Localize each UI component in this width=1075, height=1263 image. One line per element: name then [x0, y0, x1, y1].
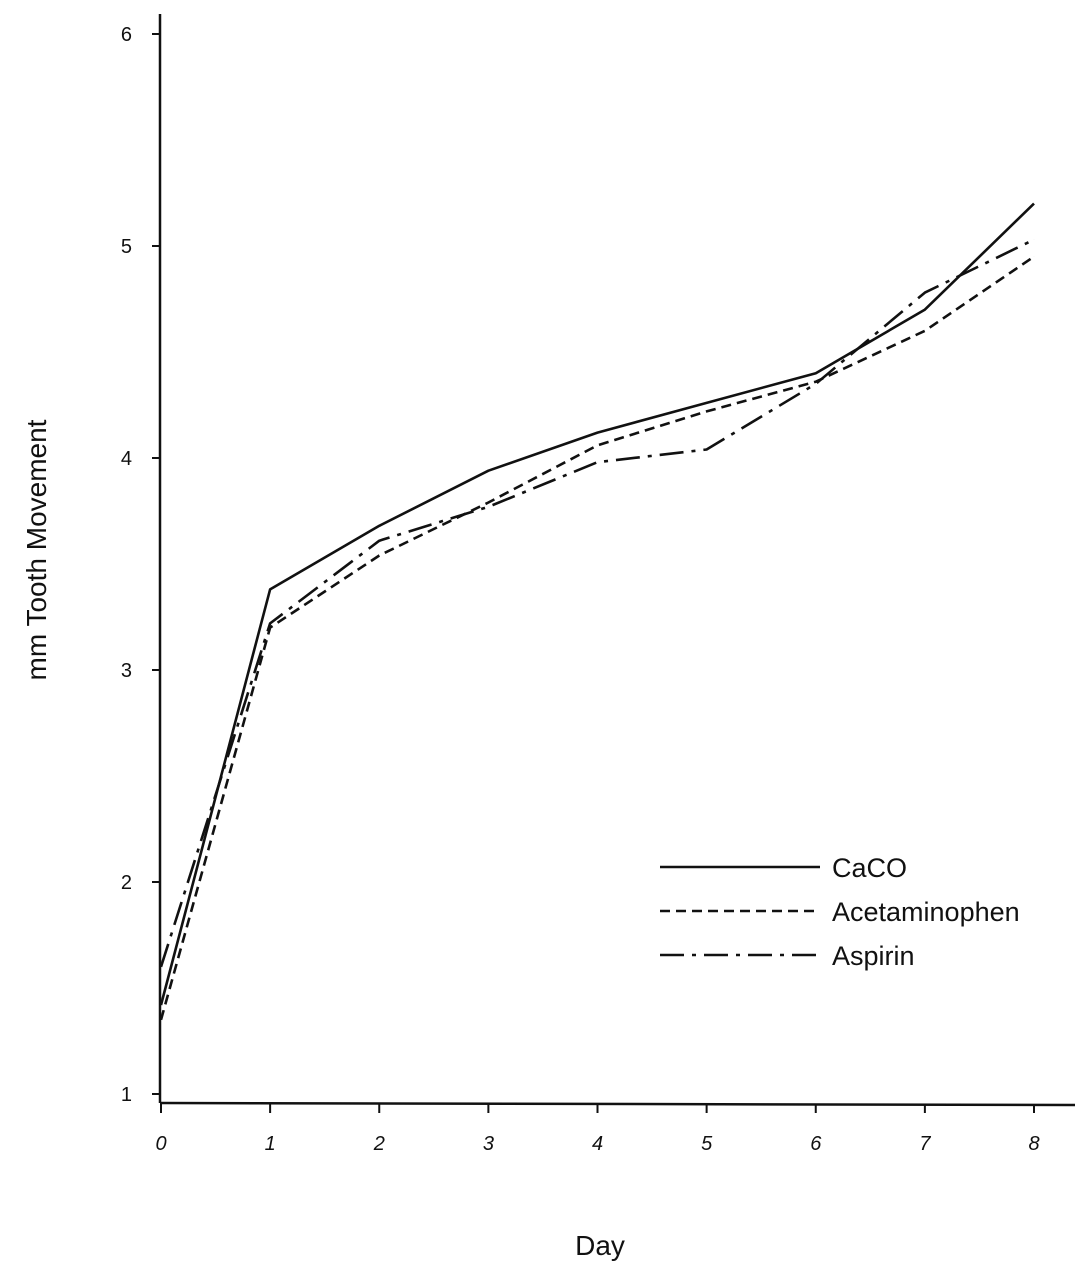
- legend-label-aspirin: Aspirin: [832, 941, 915, 971]
- x-ticks: 0 1 2 3 4 5 6 7 8: [155, 1104, 1040, 1155]
- series-line-aspirin: [159, 238, 1035, 968]
- x-tick-label: 0: [155, 1133, 166, 1155]
- series-lines: [159, 202, 1035, 1021]
- y-axis-title: mm Tooth Movement: [21, 419, 52, 680]
- series-line-caco: [159, 202, 1035, 1006]
- legend-label-caco: CaCO: [832, 853, 907, 883]
- y-tick-label: 1: [121, 1084, 132, 1106]
- x-tick-label: 2: [373, 1133, 385, 1155]
- x-axis-line: [159, 1101, 1075, 1107]
- series-line-acetaminophen: [159, 255, 1035, 1021]
- x-axis-title: Day: [575, 1230, 625, 1261]
- y-tick-label: 3: [121, 660, 132, 682]
- y-tick-label: 6: [121, 24, 132, 46]
- legend-label-acetaminophen: Acetaminophen: [832, 897, 1020, 927]
- y-tick-label: 4: [121, 448, 132, 470]
- x-tick-label: 7: [919, 1133, 931, 1155]
- x-tick-label: 5: [701, 1133, 713, 1155]
- x-tick-label: 8: [1028, 1133, 1039, 1155]
- x-tick-label: 3: [483, 1133, 494, 1155]
- x-tick-label: 4: [592, 1133, 603, 1155]
- axes: [158, 14, 1075, 1107]
- y-tick-label: 5: [121, 236, 132, 258]
- x-tick-label: 6: [810, 1133, 822, 1155]
- legend: CaCO Acetaminophen Aspirin: [660, 853, 1020, 971]
- y-ticks: 1 2 3 4 5 6: [121, 24, 160, 1106]
- y-tick-label: 2: [121, 872, 132, 894]
- x-tick-label: 1: [265, 1133, 276, 1155]
